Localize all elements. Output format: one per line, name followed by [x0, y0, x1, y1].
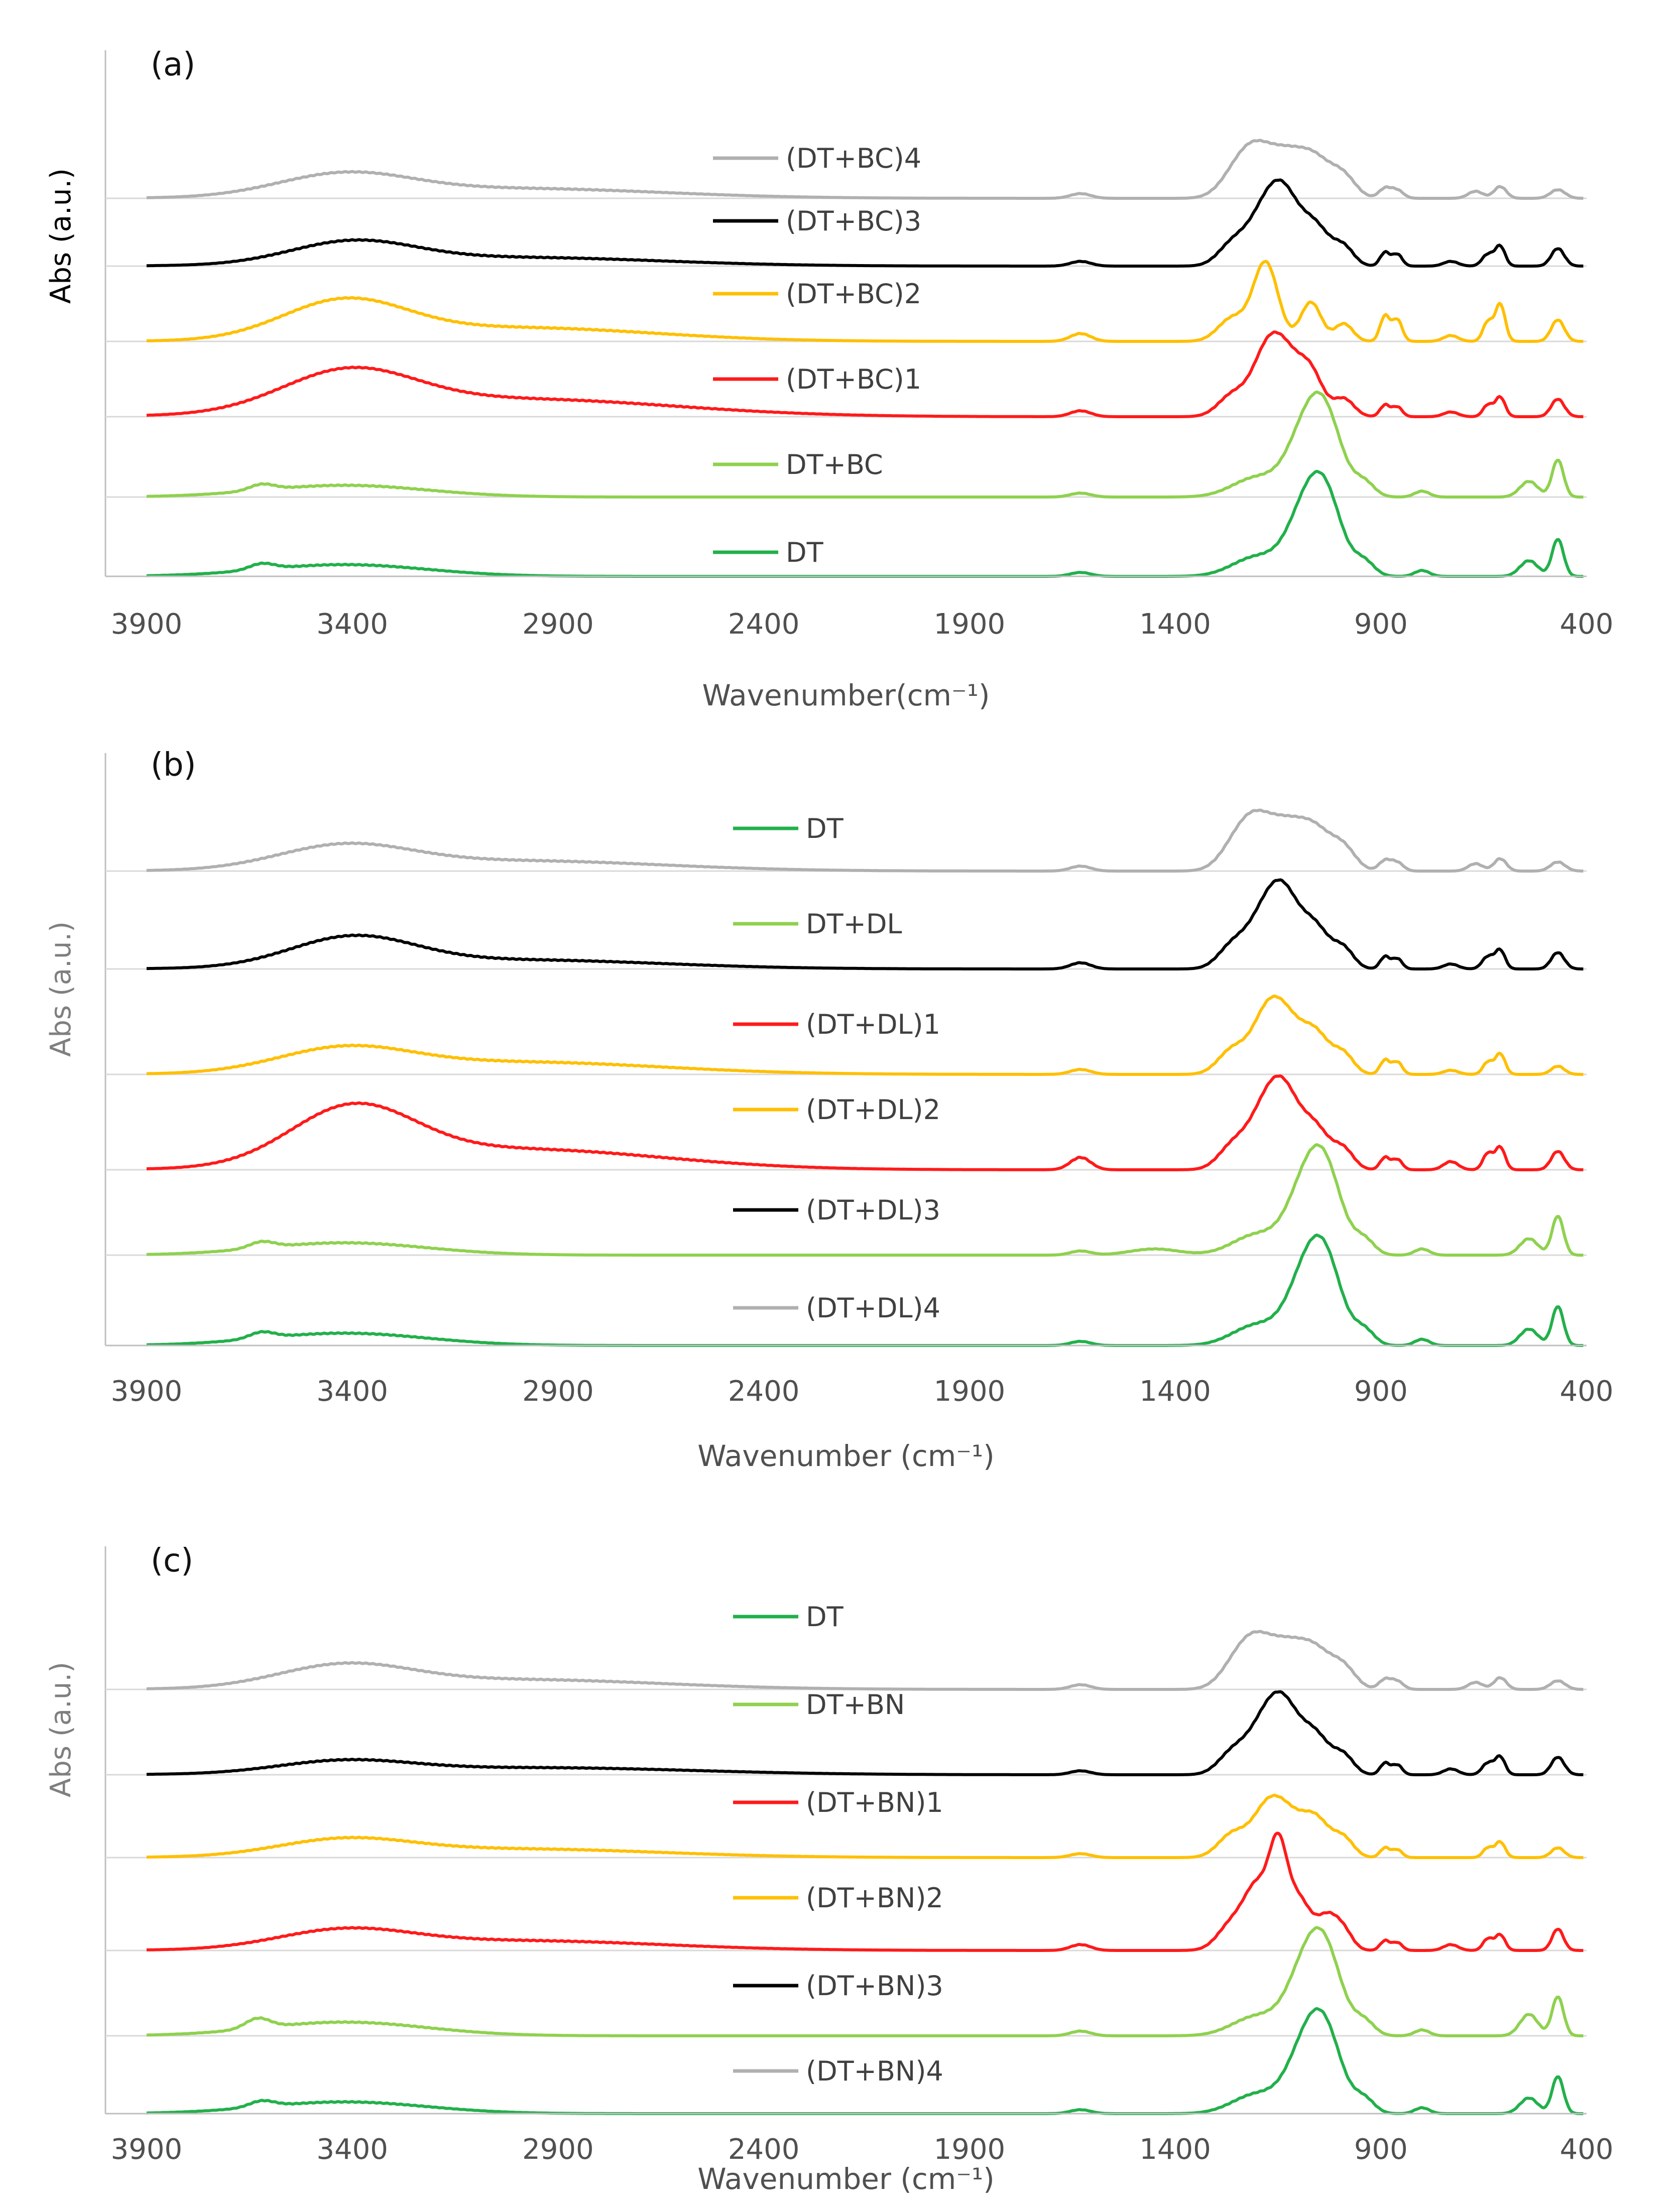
panel-a-xlabel: Wavenumber(cm⁻¹) [702, 678, 990, 712]
legend-label: (DT+DL)3 [806, 1194, 940, 1226]
x-tick-label: 3400 [316, 2133, 388, 2166]
x-tick-label: 400 [1560, 2133, 1614, 2166]
x-tick-label: 400 [1560, 608, 1614, 641]
x-tick-label: 1900 [934, 2133, 1006, 2166]
x-tick-label: 400 [1560, 1375, 1614, 1408]
legend-label: (DT+BC)4 [786, 143, 921, 174]
x-tick-label: 1400 [1139, 608, 1211, 641]
legend-label: (DT+DL)2 [806, 1094, 940, 1126]
legend-label: (DT+BN)2 [806, 1882, 943, 1914]
series-line [146, 1793, 1584, 1859]
series-line [146, 808, 1584, 873]
panel-c-label: (c) [151, 1542, 193, 1579]
x-tick-label: 2900 [522, 2133, 594, 2166]
x-tick-label: 2900 [522, 1375, 594, 1408]
panel-c: (c) Abs (a.u.) 3900 3400 2900 2400 1900 1400 9… [45, 1542, 1613, 2196]
x-tick-label: 3400 [316, 608, 388, 641]
series-line [146, 1630, 1584, 1691]
x-tick-label: 3400 [316, 1375, 388, 1408]
series-line [146, 995, 1584, 1076]
x-tick-label: 1400 [1139, 1375, 1211, 1408]
x-tick-label: 2400 [728, 2133, 800, 2166]
legend-label: (DT+DL)1 [806, 1009, 940, 1040]
x-tick-label: 1900 [934, 608, 1006, 641]
panel-b-ylabel: Abs (a.u.) [45, 921, 77, 1057]
legend-label: (DT+BN)4 [806, 2055, 943, 2087]
series-line [146, 878, 1584, 970]
x-tick-label: 1900 [934, 1375, 1006, 1408]
legend-label: DT [806, 813, 844, 844]
x-tick-label: 3900 [111, 608, 183, 641]
legend-label: (DT+BC)1 [786, 363, 921, 395]
series-line [146, 1831, 1584, 1952]
series-line [146, 1234, 1584, 1347]
series-line [146, 1074, 1584, 1171]
series-line [146, 260, 1584, 343]
panel-b-label: (b) [151, 747, 196, 784]
x-tick-label: 3900 [111, 2133, 183, 2166]
series-line [146, 178, 1584, 268]
x-tick-label: 2400 [728, 608, 800, 641]
x-tick-label: 900 [1354, 1375, 1408, 1408]
legend-label: (DT+BN)1 [806, 1787, 943, 1818]
series-line [146, 390, 1584, 499]
panel-c-ylabel: Abs (a.u.) [45, 1662, 77, 1797]
legend-label: (DT+BC)3 [786, 205, 921, 237]
panel-a-label: (a) [151, 46, 195, 83]
panel-c-xlabel: Wavenumber (cm⁻¹) [697, 2162, 995, 2196]
panel-b: (b) Abs (a.u.) 3900 3400 2900 2400 1900 1400 9… [45, 747, 1613, 1473]
x-tick-label: 3900 [111, 1375, 183, 1408]
legend-label: DT [786, 537, 824, 568]
legend-label: DT+DL [806, 908, 902, 940]
x-tick-label: 1400 [1139, 2133, 1211, 2166]
legend-label: DT+BC [786, 449, 883, 480]
x-tick-label: 2900 [522, 608, 594, 641]
x-tick-label: 2400 [728, 1375, 800, 1408]
series-line [146, 330, 1584, 418]
series-line [146, 1690, 1584, 1776]
legend-label: (DT+BC)2 [786, 278, 921, 310]
panel-b-xlabel: Wavenumber (cm⁻¹) [697, 1439, 995, 1473]
panel-a-ylabel: Abs (a.u.) [45, 168, 77, 304]
x-tick-label: 900 [1354, 608, 1408, 641]
legend-label: (DT+BN)3 [806, 1970, 943, 2002]
series-line [146, 1926, 1584, 2037]
legend-label: DT [806, 1601, 844, 1633]
legend-label: DT+BN [806, 1689, 905, 1721]
series-line [146, 139, 1584, 200]
series-line [146, 1143, 1584, 1257]
legend-label: (DT+DL)4 [806, 1292, 940, 1324]
panel-a: (a) Abs (a.u.) 3900 3400 2900 2400 1900 1400 9… [45, 46, 1613, 712]
x-tick-label: 900 [1354, 2133, 1408, 2166]
